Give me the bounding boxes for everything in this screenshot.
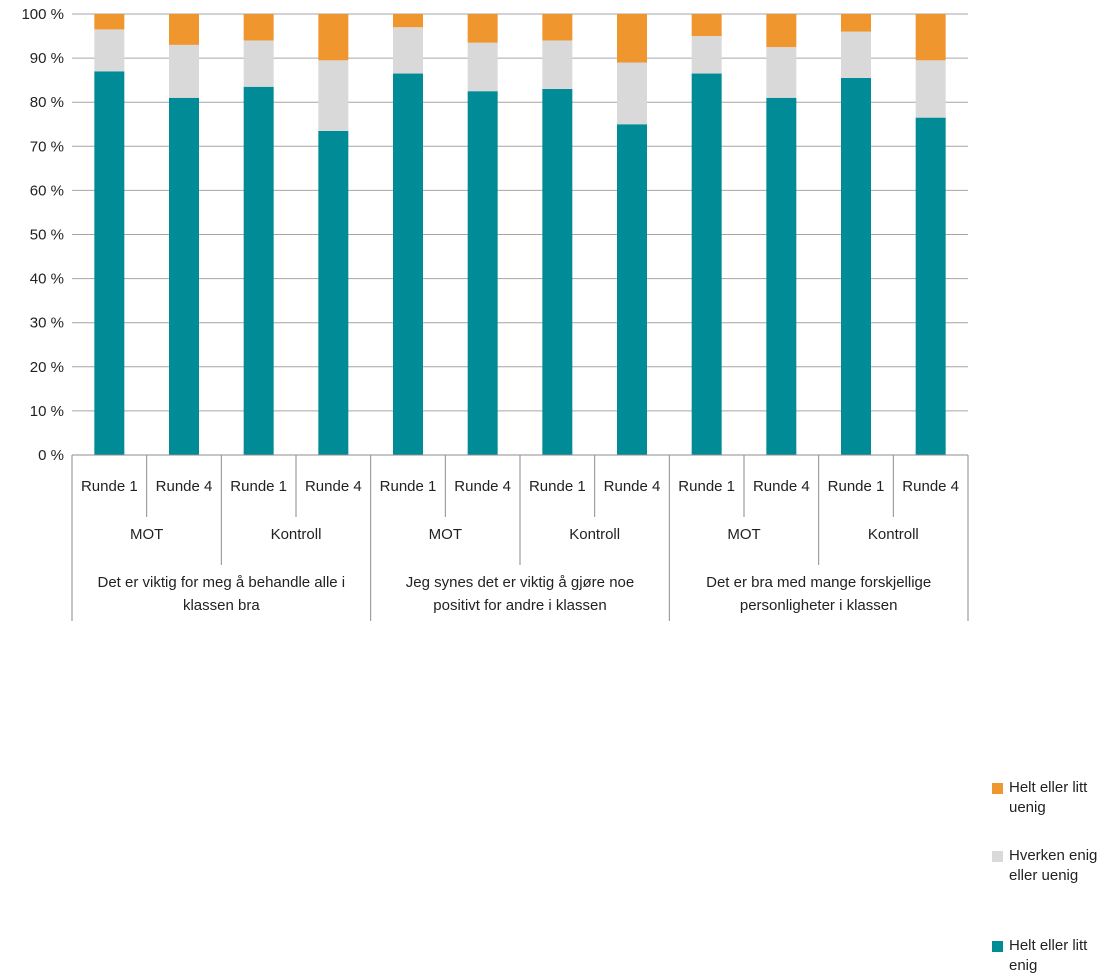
legend-label-enig: Helt eller litt enig bbox=[1009, 936, 1112, 976]
bar-segment bbox=[766, 47, 797, 98]
x-statement-label-line2: positivt for andre i klassen bbox=[433, 597, 606, 614]
bar-segment bbox=[318, 14, 349, 61]
x-category-label: Runde 4 bbox=[902, 478, 959, 495]
bar-segment bbox=[243, 40, 274, 87]
bar-segment bbox=[617, 124, 647, 455]
x-category-label: Runde 4 bbox=[156, 478, 213, 495]
legend-label-hverken-line2: eller uenig bbox=[1009, 867, 1079, 884]
legend-label-enig-line2: enig bbox=[1009, 957, 1038, 974]
bar-segment bbox=[617, 62, 647, 125]
bar-segment bbox=[243, 86, 274, 455]
bar-segment bbox=[467, 42, 498, 92]
x-statement-label-line2: personligheter i klassen bbox=[740, 597, 898, 614]
bar-segment bbox=[393, 27, 423, 74]
bar-segment bbox=[841, 14, 871, 32]
y-tick-label: 70 % bbox=[30, 138, 64, 155]
x-category-label: Runde 1 bbox=[380, 478, 437, 495]
bar-segment bbox=[915, 60, 946, 118]
bar-segment bbox=[691, 14, 722, 37]
y-tick-label: 80 % bbox=[30, 94, 64, 111]
bar-segment bbox=[542, 88, 573, 455]
bar-segment bbox=[169, 97, 199, 455]
legend-label-hverken: Hverken enig eller uenig bbox=[1009, 846, 1112, 886]
y-tick-label: 40 % bbox=[30, 271, 64, 288]
x-category-label: Runde 4 bbox=[753, 478, 810, 495]
x-statement-label-line1: Det er viktig for meg å behandle alle i bbox=[98, 574, 346, 591]
bar-segment bbox=[766, 14, 797, 48]
chart-root: 0 % 10 % 20 % 30 % 40 % 50 % 60 % 70 % 80 % 90 % 1… bbox=[21, 6, 1097, 974]
x-statement-label-line1: Jeg synes det er viktig å gjøre noe bbox=[406, 574, 634, 591]
y-tick-label: 90 % bbox=[30, 50, 64, 67]
x-category-label: Runde 4 bbox=[454, 478, 511, 495]
x-category-label: Runde 1 bbox=[230, 478, 287, 495]
x-category-label: Runde 4 bbox=[305, 478, 362, 495]
x-group-label: MOT bbox=[727, 526, 760, 543]
y-tick-label: 0 % bbox=[38, 447, 64, 464]
y-tick-label: 60 % bbox=[30, 182, 64, 199]
bar-segment bbox=[467, 91, 498, 456]
y-tick-label: 50 % bbox=[30, 227, 64, 244]
bar-segment bbox=[915, 117, 946, 455]
stacked-bar-chart: 0 % 10 % 20 % 30 % 40 % 50 % 60 % 70 % 80 % 90 % 1… bbox=[21, 6, 969, 621]
bar-segment bbox=[243, 14, 274, 41]
legend-swatch-enig bbox=[992, 941, 1003, 952]
x-category-label: Runde 1 bbox=[828, 478, 885, 495]
bar-segment bbox=[94, 71, 125, 455]
bar-segment bbox=[691, 73, 722, 455]
legend-label-hverken-line1: Hverken enig bbox=[1009, 847, 1098, 864]
x-category-label: Runde 1 bbox=[81, 478, 138, 495]
x-category-label: Runde 1 bbox=[529, 478, 586, 495]
y-tick-label: 30 % bbox=[30, 315, 64, 332]
bar-segment bbox=[169, 44, 199, 98]
legend-swatch-hverken bbox=[992, 851, 1003, 862]
legend-label-enig-line1: Helt eller litt bbox=[1009, 937, 1088, 954]
x-group-label: Kontroll bbox=[271, 526, 322, 543]
bar-segment bbox=[393, 73, 423, 455]
bar-segment bbox=[94, 29, 125, 72]
bar-segment bbox=[169, 14, 199, 45]
bar-segment bbox=[915, 14, 946, 61]
bar-segment bbox=[841, 77, 871, 455]
bar-segment bbox=[542, 40, 573, 89]
x-category-label: Runde 4 bbox=[604, 478, 661, 495]
bar-segment bbox=[691, 36, 722, 74]
y-tick-label: 10 % bbox=[30, 403, 64, 420]
x-group-label: MOT bbox=[130, 526, 163, 543]
bar-segment bbox=[467, 14, 498, 43]
bar-segment bbox=[617, 14, 647, 63]
legend-swatch-uenig bbox=[992, 783, 1003, 794]
legend-label-uenig: Helt eller litt uenig bbox=[1009, 778, 1112, 818]
bar-segment bbox=[841, 31, 871, 78]
x-group-label: Kontroll bbox=[868, 526, 919, 543]
bar-segment bbox=[94, 14, 125, 30]
y-tick-label: 100 % bbox=[21, 6, 64, 23]
legend-label-uenig-line2: uenig bbox=[1009, 799, 1046, 816]
x-statement-label-line1: Det er bra med mange forskjellige bbox=[706, 574, 931, 591]
bar-segment bbox=[318, 60, 349, 131]
x-category-label: Runde 1 bbox=[678, 478, 735, 495]
x-group-label: Kontroll bbox=[569, 526, 620, 543]
bar-segment bbox=[542, 14, 573, 41]
bar-segment bbox=[393, 14, 423, 28]
x-group-label: MOT bbox=[429, 526, 462, 543]
x-statement-label-line2: klassen bra bbox=[183, 597, 260, 614]
bar-segment bbox=[318, 130, 349, 456]
legend-label-uenig-line1: Helt eller litt bbox=[1009, 779, 1088, 796]
y-tick-label: 20 % bbox=[30, 359, 64, 376]
bar-segment bbox=[766, 97, 797, 455]
